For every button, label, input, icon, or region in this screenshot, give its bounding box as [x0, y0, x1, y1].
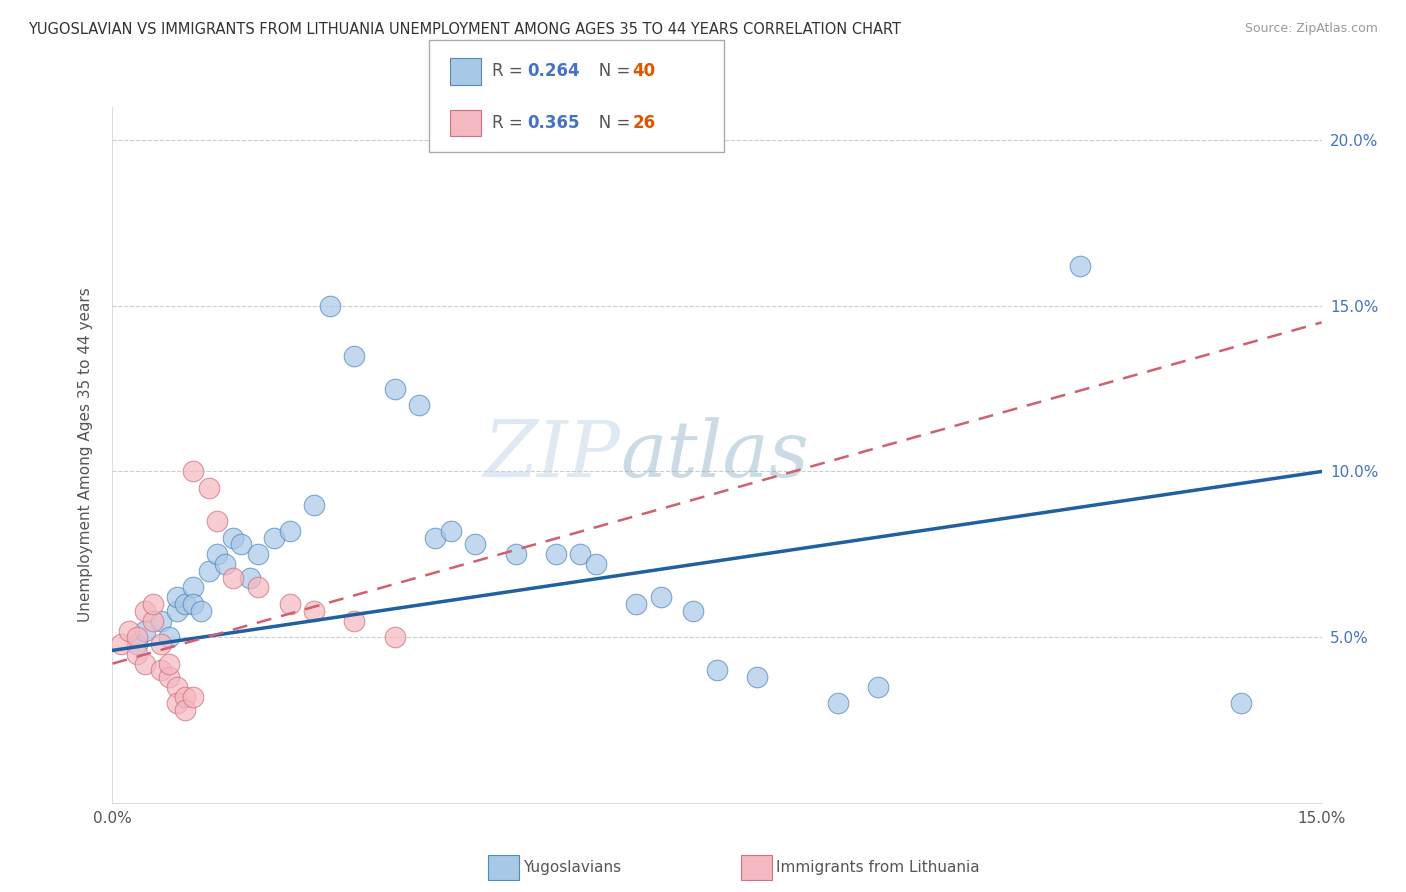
Point: [125, 647, 148, 661]
Text: 26: 26: [633, 114, 655, 132]
Point: [207, 547, 229, 561]
Text: N =: N =: [583, 114, 636, 132]
Point: [117, 624, 139, 638]
Point: [157, 670, 180, 684]
Point: [125, 637, 148, 651]
Point: [166, 697, 188, 711]
Point: [134, 657, 156, 671]
Point: [1230, 697, 1253, 711]
Point: [157, 630, 180, 644]
Point: [246, 581, 269, 595]
Point: [125, 630, 148, 644]
Point: [149, 637, 172, 651]
Point: [198, 564, 221, 578]
Point: [181, 465, 204, 479]
Point: [505, 547, 527, 561]
Point: [384, 630, 406, 644]
Point: [569, 547, 592, 561]
Text: N =: N =: [583, 62, 636, 80]
Text: Source: ZipAtlas.com: Source: ZipAtlas.com: [1244, 22, 1378, 36]
Point: [544, 547, 567, 561]
Point: [263, 531, 285, 545]
Point: [423, 531, 446, 545]
Point: [181, 690, 204, 704]
Point: [198, 481, 221, 495]
Point: [110, 637, 132, 651]
Point: [142, 597, 165, 611]
Point: [246, 547, 269, 561]
Point: [1069, 259, 1091, 273]
Point: [408, 398, 430, 412]
Point: [166, 604, 188, 618]
Point: [650, 591, 672, 605]
Point: [278, 597, 301, 611]
Point: [174, 690, 197, 704]
Point: [231, 537, 253, 551]
Point: [302, 604, 325, 618]
Text: 0.365: 0.365: [527, 114, 579, 132]
Point: [319, 299, 342, 313]
Text: 40: 40: [633, 62, 655, 80]
Point: [134, 604, 156, 618]
Point: [174, 703, 197, 717]
Y-axis label: Unemployment Among Ages 35 to 44 years: Unemployment Among Ages 35 to 44 years: [79, 287, 93, 623]
Text: YUGOSLAVIAN VS IMMIGRANTS FROM LITHUANIA UNEMPLOYMENT AMONG AGES 35 TO 44 YEARS : YUGOSLAVIAN VS IMMIGRANTS FROM LITHUANIA…: [28, 22, 901, 37]
Point: [207, 514, 229, 528]
Point: [166, 591, 188, 605]
Point: [278, 524, 301, 538]
Text: ZIP: ZIP: [484, 417, 620, 493]
Point: [868, 680, 890, 694]
Text: Yugoslavians: Yugoslavians: [523, 861, 621, 875]
Point: [464, 537, 486, 551]
Point: [747, 670, 769, 684]
Point: [149, 663, 172, 677]
Point: [682, 604, 704, 618]
Point: [238, 570, 260, 584]
Point: [174, 597, 197, 611]
Point: [181, 597, 204, 611]
Point: [142, 614, 165, 628]
Point: [440, 524, 463, 538]
Point: [190, 604, 212, 618]
Point: [214, 558, 236, 572]
Text: R =: R =: [492, 114, 529, 132]
Point: [222, 570, 245, 584]
Point: [585, 558, 607, 572]
Point: [343, 349, 366, 363]
Point: [827, 697, 849, 711]
Point: [157, 657, 180, 671]
Text: atlas: atlas: [620, 417, 808, 493]
Point: [149, 614, 172, 628]
Point: [302, 498, 325, 512]
Point: [626, 597, 648, 611]
Point: [222, 531, 245, 545]
Point: [706, 663, 728, 677]
Point: [181, 581, 204, 595]
Point: [134, 624, 156, 638]
Point: [343, 614, 366, 628]
Point: [384, 382, 406, 396]
Text: Immigrants from Lithuania: Immigrants from Lithuania: [776, 861, 980, 875]
Text: 0.264: 0.264: [527, 62, 579, 80]
Text: R =: R =: [492, 62, 529, 80]
Point: [166, 680, 188, 694]
